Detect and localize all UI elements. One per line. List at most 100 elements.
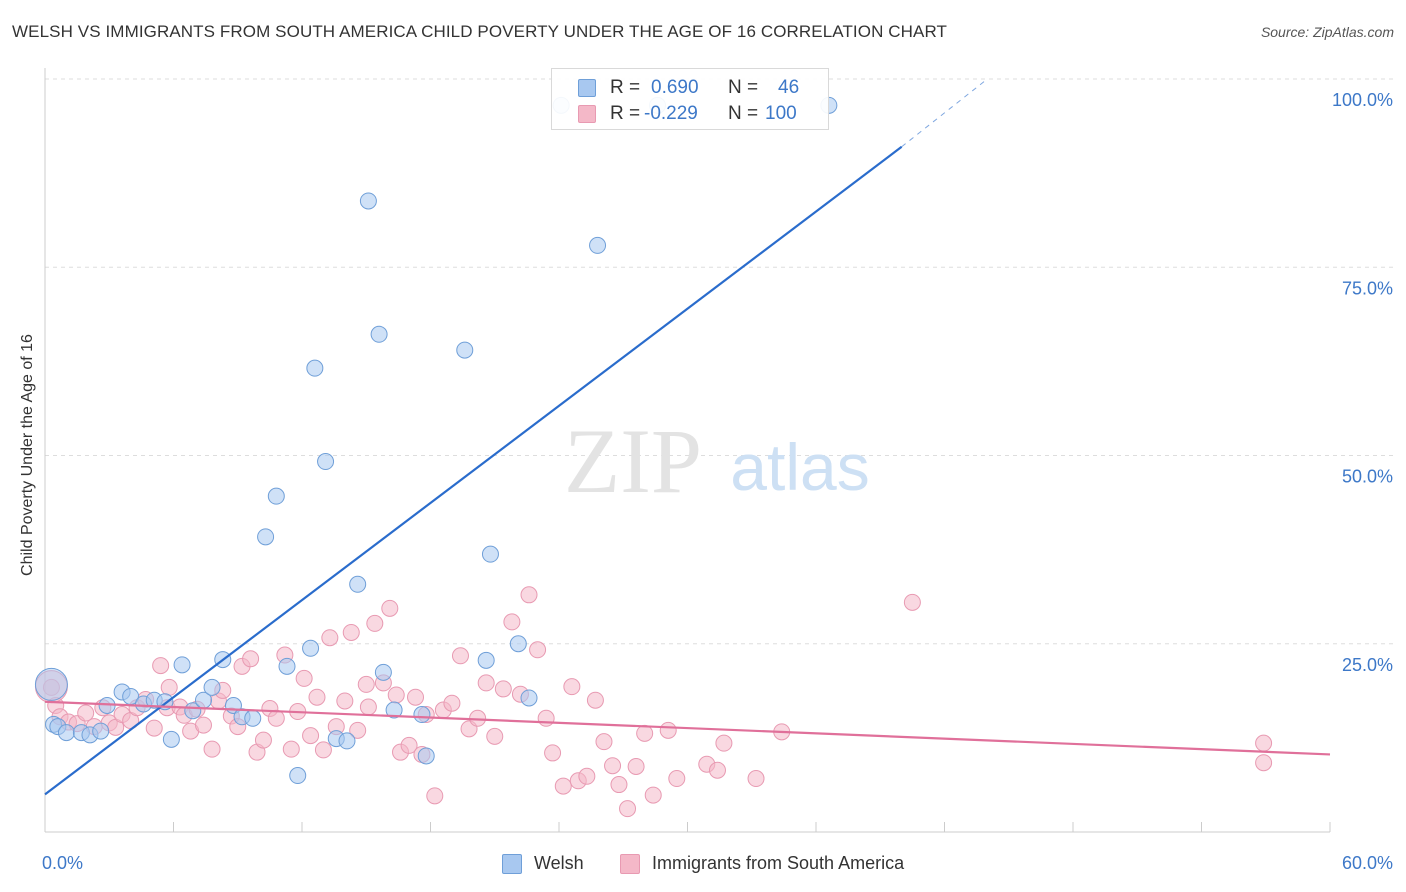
immigrants-point [659, 721, 677, 739]
immigrants-point [537, 709, 555, 727]
immigrants-point [302, 727, 320, 745]
watermark: ZIP atlas [564, 410, 870, 512]
immigrants-point [349, 721, 367, 739]
welsh-point [306, 359, 324, 377]
immigrants-trend-line [44, 700, 1331, 756]
trend-lines [44, 78, 1331, 796]
immigrants-point [503, 613, 521, 631]
x-tick-label: 0.0% [42, 853, 83, 873]
immigrants-point [194, 716, 212, 734]
immigrants-legend-swatch [620, 854, 640, 874]
tick-labels: 25.0% 50.0% 75.0% 100.0% 0.0% 60.0% [42, 90, 1393, 873]
welsh-swatch [578, 79, 596, 97]
immigrants-point [145, 719, 163, 737]
y-tick-label: 75.0% [1342, 278, 1393, 298]
immigrants-point [903, 593, 921, 611]
welsh-point [477, 651, 495, 669]
r-value: 0.690 [651, 77, 699, 98]
immigrants-point [400, 736, 418, 754]
immigrants-point [426, 787, 444, 805]
immigrants-point [544, 744, 562, 762]
welsh-point [349, 575, 367, 593]
n-value: 46 [778, 77, 800, 98]
welsh-point [374, 663, 392, 681]
welsh-trend-line [44, 145, 903, 796]
welsh-point [520, 689, 538, 707]
source-label: Source: ZipAtlas.com [1260, 24, 1394, 40]
immigrants-point [494, 680, 512, 698]
welsh-trend-extension [901, 78, 988, 148]
immigrants-point [152, 657, 170, 675]
immigrants-point [314, 741, 332, 759]
welsh-point [162, 730, 180, 748]
immigrants-point [563, 678, 581, 696]
immigrants-point [357, 675, 375, 693]
welsh-point [589, 236, 607, 254]
immigrants-point [295, 669, 313, 687]
immigrants-point [668, 770, 686, 788]
immigrants-legend-label: Immigrants from South America [652, 853, 905, 873]
stats-legend: R = 0.690 N = 46 R = -0.229 N = 100 [551, 68, 829, 130]
welsh-point [173, 656, 191, 674]
y-axis-title: Child Poverty Under the Age of 16 [19, 334, 36, 576]
immigrants-point [381, 599, 399, 617]
welsh-points [34, 96, 838, 785]
welsh-point [302, 639, 320, 657]
welsh-point [257, 528, 275, 546]
welsh-point [509, 635, 527, 653]
immigrants-point [359, 698, 377, 716]
immigrants-point [267, 709, 285, 727]
axes [44, 68, 1331, 833]
welsh-point [338, 732, 356, 750]
immigrants-point [321, 629, 339, 647]
immigrants-point [595, 733, 613, 751]
immigrants-point [308, 688, 326, 706]
immigrants-point [627, 757, 645, 775]
welsh-legend-swatch [502, 854, 522, 874]
y-tick-label: 100.0% [1332, 90, 1393, 110]
welsh-point [278, 657, 296, 675]
immigrants-point [747, 770, 765, 788]
n-label: N = [728, 103, 759, 124]
stats-row-immigrants: R = -0.229 N = 100 [552, 101, 828, 127]
n-value: 100 [765, 103, 797, 124]
welsh-point [385, 701, 403, 719]
immigrants-point [451, 647, 469, 665]
immigrants-point [708, 761, 726, 779]
immigrants-swatch [578, 105, 596, 123]
immigrants-point [407, 688, 425, 706]
watermark-zip: ZIP [564, 410, 702, 512]
welsh-point [456, 341, 474, 359]
welsh-point-large [34, 667, 68, 701]
immigrants-point [529, 641, 547, 659]
welsh-point [289, 767, 307, 785]
immigrants-point [336, 692, 354, 710]
immigrants-point [203, 740, 221, 758]
immigrants-point [387, 686, 405, 704]
welsh-point [92, 722, 110, 740]
immigrants-point [1255, 734, 1273, 752]
welsh-point [267, 487, 285, 505]
watermark-atlas: atlas [730, 430, 869, 504]
immigrants-point [477, 674, 495, 692]
immigrants-point [77, 704, 95, 722]
y-tick-label: 50.0% [1342, 467, 1393, 487]
welsh-point [57, 724, 75, 742]
welsh-point [481, 545, 499, 563]
y-tick-label: 25.0% [1342, 655, 1393, 675]
immigrants-point [604, 757, 622, 775]
n-label: N = [728, 77, 759, 98]
immigrants-point [586, 691, 604, 709]
chart-title: WELSH VS IMMIGRANTS FROM SOUTH AMERICA C… [12, 22, 948, 41]
immigrants-point [578, 767, 596, 785]
welsh-point [413, 706, 431, 724]
immigrants-point [1255, 754, 1273, 772]
immigrants-point [342, 623, 360, 641]
immigrants-point [160, 678, 178, 696]
welsh-point [370, 325, 388, 343]
r-label: R = [610, 103, 641, 124]
welsh-point [417, 747, 435, 765]
welsh-point [359, 192, 377, 210]
immigrants-point [715, 734, 733, 752]
